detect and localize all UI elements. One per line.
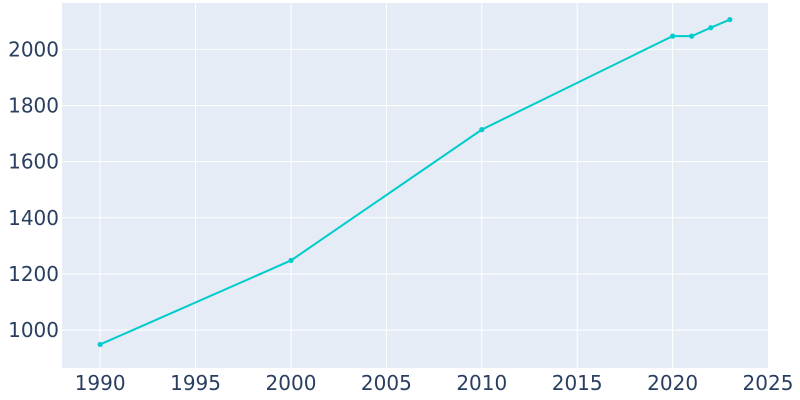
y-tick-label: 1400 xyxy=(8,206,59,230)
data-point xyxy=(689,33,695,39)
plot-area xyxy=(62,3,768,368)
x-grid-lines xyxy=(99,3,674,368)
y-tick-label: 2000 xyxy=(8,37,59,61)
x-tick-labels: 1990 1995 2000 2005 2010 2015 2020 2025 xyxy=(75,371,794,395)
x-tick-label: 2010 xyxy=(456,371,507,395)
data-point xyxy=(288,257,294,264)
y-tick-label: 1800 xyxy=(8,93,59,117)
series-layer xyxy=(97,16,733,348)
y-grid-lines xyxy=(62,48,768,331)
x-tick-label: 1990 xyxy=(75,371,126,395)
data-point xyxy=(708,25,714,31)
y-tick-label: 1000 xyxy=(8,318,59,342)
data-point xyxy=(727,16,733,23)
x-tick-label: 2015 xyxy=(552,371,603,395)
y-tick-label: 1600 xyxy=(8,150,59,174)
data-point xyxy=(479,127,485,133)
y-tick-label: 1200 xyxy=(8,262,59,286)
x-tick-label: 2025 xyxy=(743,371,794,395)
x-tick-label: 2020 xyxy=(647,371,698,395)
x-tick-label: 2005 xyxy=(361,371,412,395)
y-tick-labels: 1000 1200 1400 1600 1800 2000 xyxy=(8,37,59,342)
x-tick-label: 2000 xyxy=(266,371,317,395)
data-point xyxy=(97,341,103,348)
x-tick-label: 1995 xyxy=(170,371,221,395)
data-point xyxy=(669,33,676,39)
